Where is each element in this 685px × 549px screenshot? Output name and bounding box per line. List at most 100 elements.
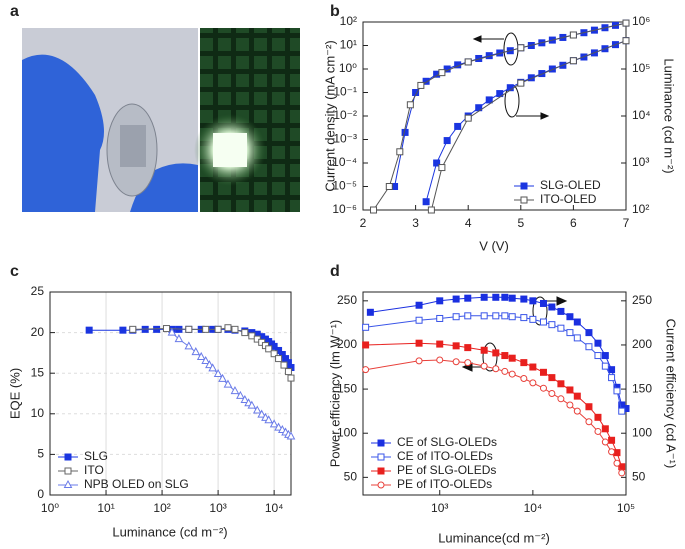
y-tick-label: 10⁻⁴: [332, 155, 357, 169]
marker: [520, 295, 528, 303]
marker: [464, 58, 472, 66]
marker: [569, 31, 577, 39]
legend-marker: [64, 453, 72, 461]
marker: [362, 341, 370, 349]
y-tick-label: 25: [31, 284, 45, 298]
y-axis-label: Power efficiency (lm W⁻¹): [327, 320, 342, 467]
marker: [284, 368, 292, 376]
marker: [385, 183, 393, 190]
marker: [438, 164, 446, 172]
marker: [224, 324, 232, 332]
marker: [223, 379, 233, 388]
marker: [557, 307, 565, 315]
panel-label: c: [10, 263, 19, 280]
y-tick-label: 50: [344, 470, 358, 484]
marker: [585, 418, 593, 426]
marker: [492, 349, 500, 357]
marker: [366, 308, 374, 316]
marker: [520, 359, 528, 367]
series-line: [373, 22, 627, 211]
marker: [622, 19, 630, 27]
marker: [269, 419, 279, 428]
legend-marker: [377, 467, 385, 475]
marker: [287, 374, 295, 382]
x-tick-label: 10¹: [97, 501, 114, 515]
marker: [452, 295, 460, 303]
marker: [529, 297, 537, 305]
legend-marker: [520, 196, 528, 204]
legend-marker: [377, 453, 385, 461]
marker: [492, 365, 500, 373]
marker: [566, 329, 574, 337]
x-tick-label: 10³: [431, 501, 448, 515]
marker: [241, 329, 249, 337]
marker: [566, 313, 574, 321]
marker: [585, 343, 593, 351]
y-tick-label: 20: [31, 325, 45, 339]
marker: [539, 318, 547, 326]
legend-label: CE of ITO-OLEDs: [397, 449, 493, 463]
panel-label: a: [10, 3, 19, 20]
marker: [436, 297, 444, 305]
marker: [417, 81, 425, 89]
series: [362, 339, 626, 471]
marker: [415, 316, 423, 324]
panel-label: d: [330, 263, 340, 280]
y-tick-label: 10⁻⁶: [332, 202, 357, 216]
y-tick-label: 10²: [340, 14, 357, 28]
arrow-head: [540, 112, 550, 120]
marker: [214, 325, 222, 333]
marker: [618, 407, 626, 415]
panel-label: b: [330, 3, 340, 20]
marker: [362, 323, 370, 331]
marker: [452, 313, 460, 321]
y2-tick-label: 200: [632, 337, 652, 351]
legend-label: ITO-OLED: [540, 192, 597, 206]
marker: [618, 469, 626, 477]
marker: [557, 380, 565, 388]
y-tick-label: 10¹: [340, 38, 357, 52]
marker: [573, 392, 581, 400]
marker: [501, 293, 509, 301]
marker: [601, 362, 609, 370]
marker: [85, 326, 93, 334]
plot-frame: [362, 291, 627, 496]
marker: [231, 325, 239, 333]
marker: [443, 137, 451, 145]
marker: [501, 367, 509, 375]
x-tick-label: 10⁴: [524, 501, 543, 515]
plot-frame: [49, 291, 292, 496]
marker: [520, 374, 528, 382]
marker: [201, 355, 211, 365]
legend-marker: [377, 439, 385, 447]
marker: [218, 373, 227, 382]
marker: [196, 351, 206, 360]
marker: [452, 342, 460, 350]
marker: [539, 299, 547, 307]
x-tick-label: 10²: [153, 501, 170, 515]
marker: [185, 325, 193, 333]
marker: [274, 422, 283, 431]
marker: [265, 345, 273, 353]
marker: [508, 294, 516, 302]
marker: [247, 400, 257, 409]
y2-tick-label: 150: [632, 381, 652, 395]
series: [391, 19, 630, 190]
marker: [415, 357, 423, 365]
marker: [119, 326, 127, 334]
series-line: [365, 342, 623, 467]
marker: [452, 358, 460, 366]
marker: [508, 354, 516, 362]
marker: [480, 362, 488, 370]
legend-marker: [377, 481, 385, 489]
y-tick-label: 10⁻¹: [333, 85, 357, 99]
marker: [517, 79, 525, 87]
legend-marker: [63, 479, 73, 488]
x-tick-label: 3: [412, 216, 419, 230]
y-tick-label: 10: [31, 406, 45, 420]
legend-label: CE of SLG-OLEDs: [397, 435, 497, 449]
marker: [422, 77, 430, 85]
marker: [422, 198, 430, 206]
y-tick-label: 5: [37, 447, 44, 461]
x-tick-label: 5: [517, 216, 524, 230]
